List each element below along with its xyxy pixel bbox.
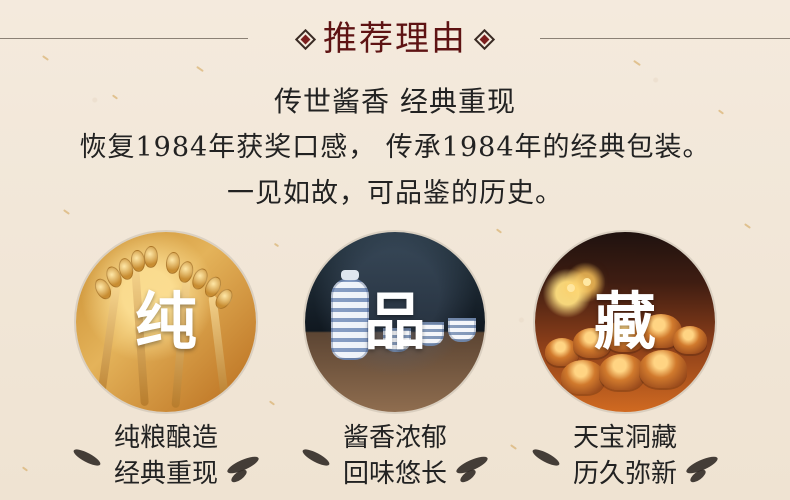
liquor-pot-icon [331,270,369,360]
wheat-stalk-icon [208,294,230,406]
cup-icon [448,318,476,342]
section-title-group: 推荐理由 [258,14,532,64]
feature-card-pure: 纯 纯粮酿造 经典重现 [71,232,261,492]
feature-char-pure: 纯 [134,285,198,358]
title-divider-right [540,38,790,39]
liquor-jar-icon [599,354,645,390]
cellar-image: 藏 [535,232,715,412]
liquor-jar-icon [561,360,605,394]
porcelain-liquor-image: 品 [305,232,485,412]
feature-char-taste: 品 [363,285,427,358]
wheat-image: 纯 [76,232,256,412]
feature-caption-line-1: 天宝洞藏 [572,423,677,453]
intro-line-1: 传世酱香 经典重现 [274,85,516,118]
intro-line-3: 一见如故，可品鉴的历史。 [227,178,563,209]
feature-card-taste: 品 酱香浓郁 回味悠长 [300,232,490,492]
lamp-icon [583,278,591,286]
feature-card-storage: 藏 天宝洞藏 历久弥新 [530,232,720,492]
diamond-ornament-icon [473,28,496,50]
liquor-jar-icon [605,320,645,352]
feature-caption-line-2: 经典重现 [113,459,218,489]
intro-line-2: 恢复1984年获奖口感， 传承1984年的经典包装。 [79,132,711,163]
liquor-jar-icon [573,328,611,358]
cup-icon [416,322,444,346]
lamp-icon [567,284,575,292]
title-divider-left [0,38,248,39]
liquor-jar-icon [673,326,707,354]
feature-char-storage: 藏 [593,285,657,358]
feature-caption-line-1: 纯粮酿造 [113,423,218,453]
feature-caption-line-2: 历久弥新 [572,459,677,489]
diamond-ornament-icon [294,28,317,50]
feature-caption-line-2: 回味悠长 [342,459,447,489]
liquor-jar-icon [639,350,687,388]
cup-icon [383,328,411,352]
section-title: 推荐理由 [323,19,467,59]
wheat-grain-icon [143,245,159,269]
wheat-stalk-icon [95,286,121,406]
feature-caption-line-1: 酱香浓郁 [342,423,447,453]
